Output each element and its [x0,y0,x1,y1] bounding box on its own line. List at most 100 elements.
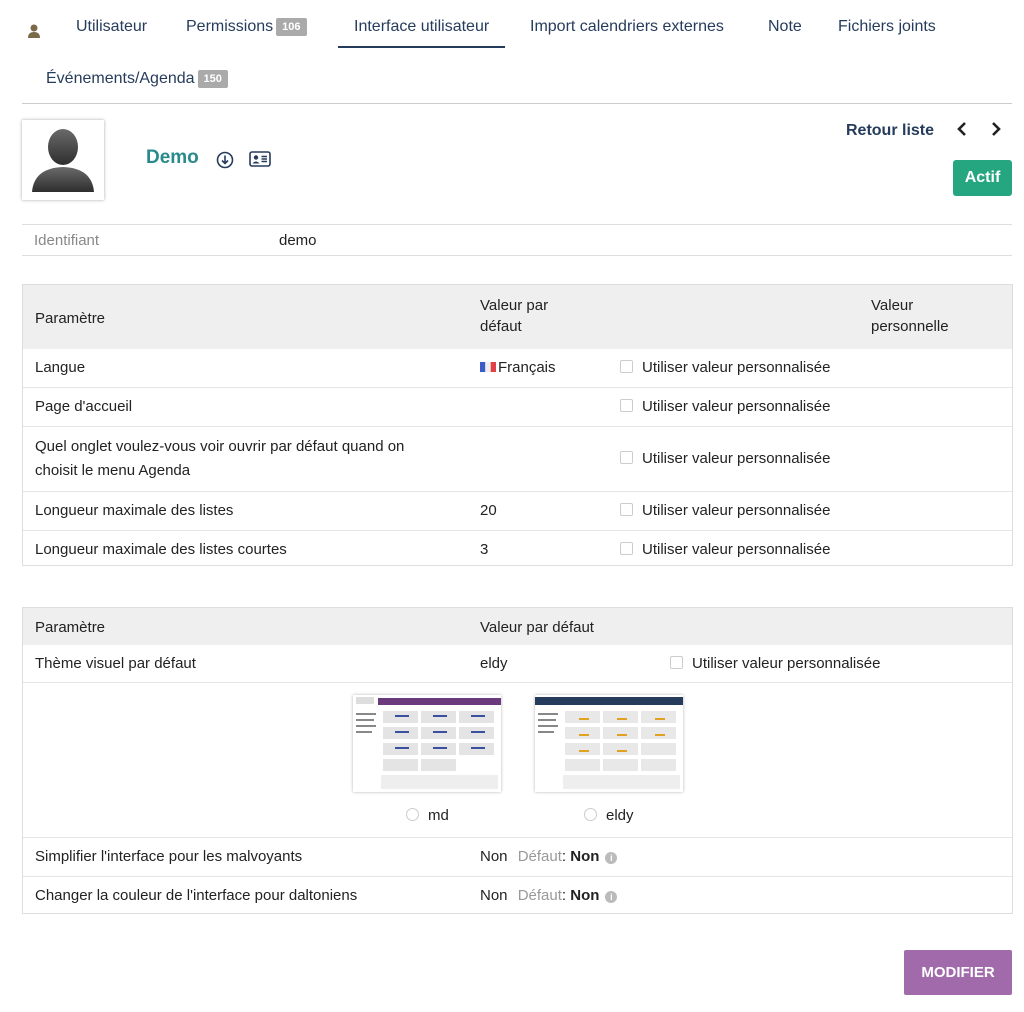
theme-option-eldy[interactable]: eldy [584,807,634,824]
custom-value-checkbox[interactable] [620,399,633,412]
settings-table-1: Paramètre Valeur par défaut Valeur perso… [22,284,1013,566]
identifiant-row: Identifiant demo [22,224,1012,256]
row-default-value: Non [570,887,600,904]
custom-value-checkbox[interactable] [620,360,633,373]
chevron-left-icon [957,122,966,136]
theme-md-preview[interactable] [353,695,501,792]
custom-value-toggle[interactable]: Utiliser valeur personnalisée [620,450,830,467]
tab-permissions-badge: 106 [276,18,307,36]
table-row: Simplifier l'interface pour les malvoyan… [23,837,1012,876]
theme-option-md[interactable]: md [406,807,449,824]
tab-evenements-agenda[interactable]: Événements/Agenda 150 [46,70,228,88]
row-default-value: 3 [480,541,489,558]
tab-evenements-badge: 150 [197,70,228,88]
table-row: Page d'accueil Utiliser valeur personnal… [23,387,1012,426]
theme-radio-eldy[interactable] [584,808,597,821]
modifier-button[interactable]: MODIFIER [904,950,1012,995]
custom-value-checkbox[interactable] [620,542,633,555]
table-row: Changer la couleur de l'interface pour d… [23,876,1012,913]
row-label: Page d'accueil [35,398,133,415]
custom-value-label: Utiliser valeur personnalisée [642,502,831,519]
retour-liste-link[interactable]: Retour liste [846,122,935,139]
custom-value-toggle[interactable]: Utiliser valeur personnalisée [620,502,830,519]
row-default-label: Défaut [517,887,562,904]
flag-france-icon [480,362,496,372]
custom-value-label: Utiliser valeur personnalisée [642,541,831,558]
theme-picker-row: md [23,682,1012,837]
theme-eldy-screenshot-icon [535,695,683,792]
table-row: Quel onglet voulez-vous voir ouvrir par … [23,426,1012,491]
theme-eldy-preview[interactable] [535,695,683,792]
tab-bar: Utilisateur Permissions 106 Interface uti… [22,0,1012,104]
row-default-value: 20 [480,502,497,519]
user-name: Demo [146,147,199,168]
header-parametre: Paramètre [35,619,106,636]
chevron-right-icon [992,122,1001,136]
theme-md-screenshot-icon [353,695,501,792]
custom-value-label: Utiliser valeur personnalisée [642,359,831,376]
previous-record-button[interactable] [956,120,968,141]
download-icon[interactable] [216,151,234,169]
vcard-icon[interactable] [249,151,271,167]
identifiant-label: Identifiant [34,232,100,249]
tab-permissions[interactable]: Permissions 106 [186,18,307,36]
row-value-current: Non [480,887,508,904]
theme-radio-md[interactable] [406,808,419,821]
row-default: Français [480,359,556,376]
header-valeur-personnelle-line2: personnelle [871,318,949,335]
header-valeur-personnelle-line1: Valeur [871,297,914,314]
theme-label-md: md [428,807,449,824]
custom-value-label: Utiliser valeur personnalisée [692,655,881,672]
tab-permissions-label: Permissions [186,18,274,36]
custom-value-checkbox[interactable] [620,503,633,516]
custom-value-toggle[interactable]: Utiliser valeur personnalisée [620,359,830,376]
header-valeur-defaut-line2: défaut [480,318,522,335]
row-default-label: Défaut [517,848,562,865]
row-label: Longueur maximale des listes [35,502,234,519]
row-value: Non Défaut: Non i [480,887,618,904]
row-label: Thème visuel par défaut [35,655,196,672]
custom-value-label: Utiliser valeur personnalisée [642,398,831,415]
custom-value-label: Utiliser valeur personnalisée [642,450,831,467]
table-header: Paramètre Valeur par défaut [23,608,1012,645]
row-label: Simplifier l'interface pour les malvoyan… [35,848,303,865]
row-label-line2: choisit le menu Agenda [35,462,191,479]
tab-import-calendriers[interactable]: Import calendriers externes [530,18,724,35]
table-row: Langue Français Utiliser valeur personna… [23,349,1012,387]
tab-evenements-label: Événements/Agenda [46,70,195,88]
tab-fichiers-joints[interactable]: Fichiers joints [838,18,936,35]
row-default-value: Français [498,359,556,376]
row-default-value: eldy [480,655,508,672]
header-valeur-defaut: Valeur par défaut [480,619,594,636]
header-valeur-personnelle: Valeur personnelle [871,297,949,340]
header-parametre: Paramètre [35,310,106,327]
row-label: Changer la couleur de l'interface pour d… [35,887,358,904]
row-default-value: Non [570,848,600,865]
row-label: Longueur maximale des listes courtes [35,541,287,558]
custom-value-toggle[interactable]: Utiliser valeur personnalisée [620,398,830,415]
header-valeur-defaut: Valeur par défaut [480,297,548,340]
table-header: Paramètre Valeur par défaut Valeur perso… [23,285,1012,349]
theme-label-eldy: eldy [606,807,634,824]
status-badge: Actif [953,160,1012,196]
avatar [22,120,104,200]
custom-value-checkbox[interactable] [670,656,683,669]
row-label-line1: Quel onglet voulez-vous voir ouvrir par … [35,438,405,455]
info-icon[interactable]: i [605,891,618,903]
table-row: Longueur maximale des listes courtes 3 U… [23,530,1012,567]
identifiant-value: demo [279,232,317,249]
row-value: Non Défaut: Non i [480,848,618,865]
custom-value-checkbox[interactable] [620,451,633,464]
avatar-silhouette-icon [32,129,94,192]
custom-value-toggle[interactable]: Utiliser valeur personnalisée [670,655,880,672]
custom-value-toggle[interactable]: Utiliser valeur personnalisée [620,541,830,558]
row-value-current: Non [480,848,508,865]
tab-utilisateur[interactable]: Utilisateur [76,18,148,35]
tab-interface-utilisateur[interactable]: Interface utilisateur [338,18,506,48]
user-icon [28,24,40,38]
info-icon[interactable]: i [605,852,618,864]
next-record-button[interactable] [990,120,1002,141]
tab-note[interactable]: Note [768,18,802,35]
row-label: Quel onglet voulez-vous voir ouvrir par … [35,435,404,483]
row-label: Langue [35,359,86,376]
